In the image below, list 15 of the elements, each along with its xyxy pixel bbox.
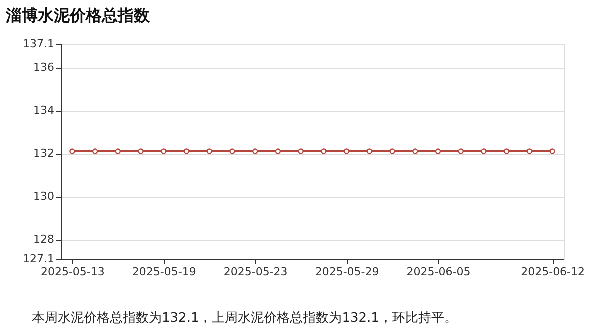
y-tick-label: 128 (34, 233, 54, 246)
x-tick-label: 2025-05-29 (315, 266, 380, 278)
x-tick-label: 2025-06-05 (406, 266, 471, 278)
x-tick-label: 2025-05-23 (224, 266, 288, 278)
y-tick-label: 137.1 (23, 38, 54, 50)
y-tick-label: 132 (34, 147, 54, 160)
y-tick-label: 130 (34, 190, 54, 204)
x-tick-label: 2025-06-12 (521, 266, 586, 278)
text: 本周水泥价格总指数为132.1，上周水泥价格总指数为132.1，环比持平。 (32, 311, 458, 326)
chart-title: 淄博水泥价格总指数 (5, 6, 151, 25)
y-tick-label: 127.1 (23, 252, 54, 266)
y-tick-label: 136 (34, 61, 54, 74)
y-tick-label: 134 (34, 104, 54, 118)
x-tick-label: 2025-05-19 (132, 266, 196, 278)
x-tick-label: 2025-05-13 (40, 266, 105, 278)
